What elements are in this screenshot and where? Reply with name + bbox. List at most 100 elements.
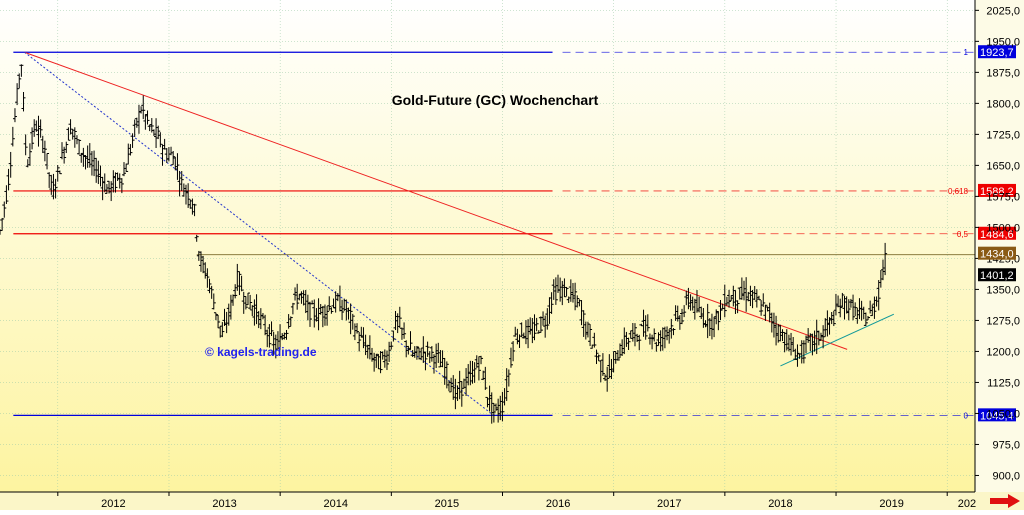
price-bar (192, 203, 197, 217)
price-bar (213, 312, 218, 321)
price-bar (290, 302, 295, 315)
price-bar (205, 268, 210, 288)
price-bar (237, 271, 242, 296)
price-bar (632, 323, 637, 347)
price-bar (130, 133, 135, 148)
ref-value-label: 1923,7 (980, 47, 1014, 59)
y-tick-label: 1950,0 (986, 36, 1020, 48)
price-bar (840, 292, 845, 308)
plot-background (0, 0, 975, 492)
price-bar (0, 217, 5, 231)
price-bar (872, 296, 877, 319)
price-bar (42, 140, 47, 162)
reference-lines: 1 1923,7 0,618 1588,2 0,5 1484,6 0 1045,4 (13, 45, 1016, 422)
price-bar (414, 345, 419, 360)
price-bar (62, 146, 67, 164)
price-bar (329, 307, 334, 314)
red-arrow-icon[interactable] (990, 494, 1020, 508)
price-bar (883, 242, 888, 276)
price-bar (350, 313, 355, 330)
price-bar (348, 303, 353, 335)
y-axis: 2025,0 1950,0 1875,0 1800,0 1725,0 1650,0 1575… (974, 0, 1020, 492)
ref-value-label: 1484,6 (980, 229, 1014, 241)
price-marker-label: 1434,0 (980, 249, 1014, 261)
y-tick-label: 1350,0 (986, 284, 1020, 296)
x-tick-label: 2014 (324, 498, 348, 510)
price-bar (429, 346, 434, 362)
fib-level-label: 0,618 (948, 187, 969, 196)
y-tick-label: 1200,0 (986, 346, 1020, 358)
trend-line-2 (24, 51, 494, 416)
price-bar (384, 350, 389, 371)
price-bar (705, 303, 710, 339)
price-bar (549, 292, 554, 314)
price-bar (643, 315, 648, 340)
scroll-right-arrow[interactable] (976, 494, 1022, 508)
price-bar (573, 282, 578, 311)
y-tick-label: 1575,0 (986, 191, 1020, 203)
price-bar (763, 304, 768, 321)
price-bar (145, 110, 150, 125)
y-tick-label: 1875,0 (986, 67, 1020, 79)
price-bar (267, 324, 272, 348)
price-bar (682, 305, 687, 318)
price-bar (645, 314, 650, 332)
price-bar (575, 295, 580, 308)
price-bar (295, 283, 300, 310)
price-bar (38, 119, 43, 138)
x-axis-background (0, 492, 1024, 510)
price-bar (545, 308, 550, 330)
price-bar (727, 289, 732, 308)
price-bar (585, 321, 590, 338)
price-bar (53, 178, 58, 199)
price-bar (64, 141, 69, 154)
x-tick-label: 2016 (546, 498, 570, 510)
y-tick-label: 2025,0 (986, 5, 1020, 17)
price-bar (391, 330, 396, 342)
price-bar (387, 341, 392, 362)
price-markers: 1434,0 1401,2 (978, 246, 1016, 282)
price-bar (722, 284, 727, 318)
price-bar (581, 310, 586, 337)
price-bar (378, 351, 383, 374)
price-bar (128, 144, 133, 156)
price-bar (246, 292, 251, 306)
price-bar (27, 143, 32, 166)
price-bar (846, 299, 851, 321)
price-bar (402, 322, 407, 339)
price-bar (179, 170, 184, 192)
watermark-text: © kagels-trading.de (205, 345, 317, 359)
price-bar (66, 127, 71, 141)
price-bar (476, 356, 481, 381)
price-bar (831, 310, 836, 327)
price-bar (592, 332, 597, 348)
price-bar (491, 402, 496, 423)
price-bar (605, 366, 610, 392)
price-bar (21, 91, 26, 112)
price-bar (600, 353, 605, 376)
price-bar (233, 284, 238, 299)
y-tick-label: 1275,0 (986, 315, 1020, 327)
y-tick-label: 900,0 (992, 470, 1020, 482)
ref-value-label: 1045,4 (980, 410, 1014, 422)
chart-title: Gold-Future (GC) Wochenchart (392, 92, 599, 108)
price-bar (119, 178, 124, 194)
price-bar (207, 278, 212, 294)
price-bar (45, 153, 50, 170)
price-bar (504, 368, 509, 401)
y-tick-label: 1050,0 (986, 408, 1020, 420)
price-bar (444, 361, 449, 389)
price-bar (284, 329, 289, 340)
price-bar (171, 150, 176, 166)
ref-value-label: 1588,2 (980, 186, 1014, 198)
price-bar (186, 183, 191, 208)
price-bar (483, 366, 488, 390)
price-bar (534, 317, 539, 332)
price-bar (325, 306, 330, 326)
price-bar (801, 340, 806, 364)
x-tick-label: 2013 (212, 498, 236, 510)
price-bar (17, 73, 22, 89)
price-bar (30, 127, 35, 150)
price-marker-label: 1401,2 (980, 270, 1014, 282)
